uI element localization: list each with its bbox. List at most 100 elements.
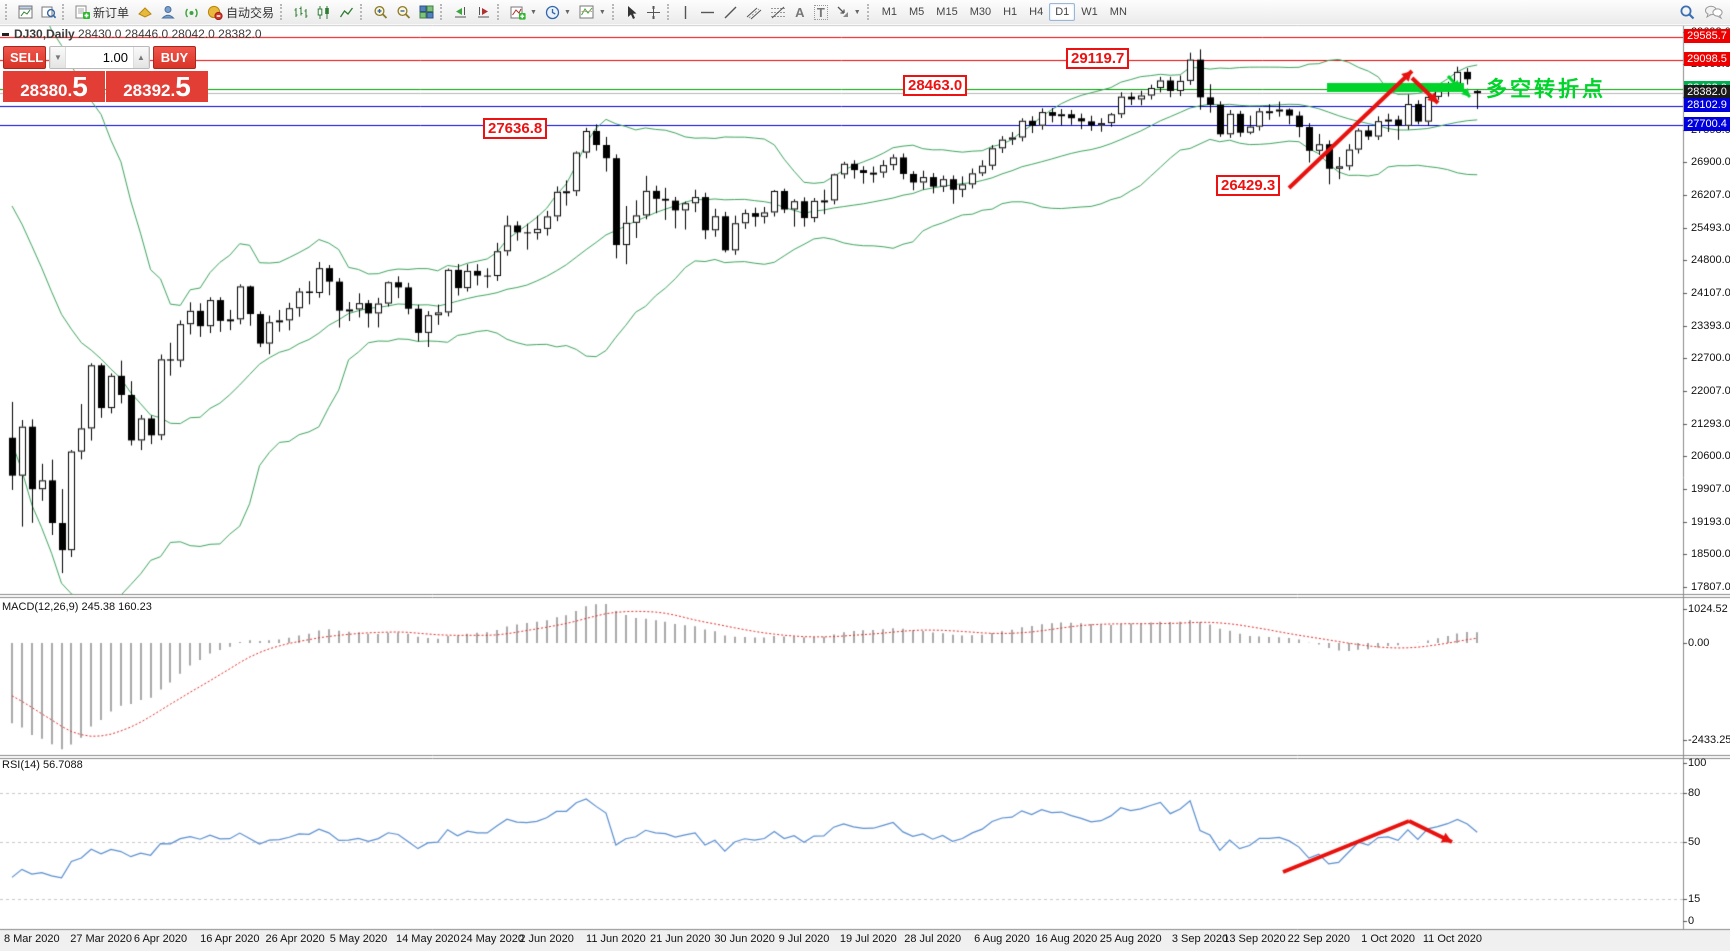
date-axis-label: 25 Aug 2020 — [1099, 933, 1162, 945]
new-chart-button[interactable] — [14, 2, 37, 22]
timeframe-d1-button[interactable]: D1 — [1049, 3, 1076, 21]
macd-indicator-label: MACD(12,26,9) 245.38 160.23 — [2, 601, 152, 613]
tile-windows-icon — [419, 5, 434, 19]
date-axis-label: 19 Jul 2020 — [839, 933, 897, 945]
timeframe-w1-button[interactable]: W1 — [1075, 3, 1104, 21]
price-scale-label: 19193.0 — [1691, 516, 1730, 529]
price-scale-label: 22007.0 — [1691, 384, 1730, 397]
date-axis-label: 16 Aug 2020 — [1035, 933, 1098, 945]
date-axis-label: 16 Apr 2020 — [200, 933, 260, 945]
chart-ohlc-values: 28430.0 28446.0 28042.0 28382.0 — [78, 27, 262, 41]
turning-point-annotation[interactable]: 多空转折点 — [1486, 78, 1606, 101]
date-axis-label: 14 May 2020 — [395, 933, 460, 945]
price-scale-label: 18500.0 — [1691, 548, 1730, 561]
price-tag: 28102.9 — [1684, 98, 1730, 113]
rsi-scale-label: 50 — [1688, 836, 1701, 848]
new-chart-icon — [18, 5, 33, 19]
price-scale-label: 23393.0 — [1691, 320, 1730, 333]
chart-symbol-period: DJ30,Daily — [14, 27, 75, 41]
horizontal-line-icon — [700, 11, 714, 13]
chat-icon — [1705, 5, 1723, 20]
buy-price-display[interactable]: 28392. 5 — [106, 71, 208, 102]
shapes-tool-button[interactable]: ▼ — [832, 2, 865, 22]
date-axis-label: 27 Mar 2020 — [70, 933, 132, 945]
bar-chart-button[interactable] — [289, 2, 312, 22]
periods-button[interactable]: ▼ — [541, 2, 575, 22]
annotation-pivot-price[interactable]: 28463.0 — [903, 75, 968, 96]
market-button[interactable] — [133, 2, 157, 22]
date-axis-label: 22 Sep 2020 — [1287, 933, 1350, 945]
annotation-peak-price[interactable]: 29119.7 — [1066, 48, 1130, 69]
price-scale-label: 24107.0 — [1691, 286, 1730, 299]
auto-trading-button[interactable]: 自动交易 — [203, 2, 278, 22]
date-axis-label: 5 May 2020 — [329, 933, 388, 945]
timeframe-h4-button[interactable]: H4 — [1023, 3, 1049, 21]
date-axis-label: 9 Jul 2020 — [778, 933, 830, 945]
candlestick-chart-button[interactable] — [312, 2, 335, 22]
toolbar-grip — [666, 4, 672, 20]
annotation-support-price[interactable]: 27636.8 — [483, 118, 548, 139]
chart-plot-area[interactable] — [0, 24, 1730, 951]
label-tool-icon: T — [813, 4, 828, 20]
timeframe-m15-button[interactable]: M15 — [930, 3, 963, 21]
zoom-out-button[interactable] — [392, 2, 415, 22]
volume-increase-button[interactable]: ▲ — [133, 47, 149, 68]
timeframe-mn-button[interactable]: MN — [1104, 3, 1133, 21]
trendline-tool-button[interactable] — [719, 2, 742, 22]
buy-button[interactable]: BUY — [153, 46, 196, 69]
main-toolbar: 新订单 自动交易 ▼ ▼ ▼ A T ▼ M1 M5 M15 M30 H1 H4 D1 W1 M… — [0, 0, 1730, 25]
new-order-icon — [75, 5, 90, 19]
one-click-trading-panel: SELL ▼ ▲ BUY 28380.5 28392.5 — [3, 46, 208, 102]
dropdown-arrow-icon: ▼ — [853, 8, 861, 16]
templates-button[interactable]: ▼ — [575, 2, 610, 22]
chart-preview-button[interactable] — [37, 2, 60, 22]
label-tool-button[interactable]: T — [810, 2, 832, 22]
toolbar-grip — [5, 4, 10, 20]
date-axis-label: 26 Apr 2020 — [265, 933, 325, 945]
timeframe-m5-button[interactable]: M5 — [903, 3, 930, 21]
chat-button[interactable] — [1700, 2, 1727, 22]
tile-windows-button[interactable] — [415, 2, 438, 22]
auto-scroll-button[interactable] — [449, 2, 472, 22]
chart-symbol-marker — [2, 33, 9, 36]
timeframe-m1-button[interactable]: M1 — [876, 3, 903, 21]
timeframe-h1-button[interactable]: H1 — [997, 3, 1023, 21]
zoom-in-button[interactable] — [369, 2, 392, 22]
new-order-label: 新订单 — [93, 5, 130, 20]
new-order-button[interactable]: 新订单 — [71, 2, 133, 22]
price-scale-label: 26900.0 — [1691, 156, 1730, 169]
search-button[interactable] — [1675, 2, 1700, 22]
toolbar-grip — [360, 4, 365, 20]
fibonacci-tool-button[interactable] — [766, 2, 790, 22]
indicators-button[interactable]: ▼ — [506, 2, 541, 22]
horizontal-line-tool-button[interactable] — [696, 2, 719, 22]
toolbar-grip — [611, 4, 617, 20]
price-tag: 29585.7 — [1684, 29, 1730, 43]
volume-decrease-button[interactable]: ▼ — [50, 47, 66, 68]
date-axis-label: 11 Oct 2020 — [1422, 933, 1482, 945]
candlestick-chart-icon — [317, 5, 329, 19]
price-scale-label: 22700.0 — [1691, 352, 1730, 365]
crosshair-tool-button[interactable] — [642, 2, 665, 22]
signals-button[interactable] — [180, 2, 203, 22]
volume-input[interactable] — [66, 47, 133, 68]
text-tool-button[interactable]: A — [790, 2, 810, 22]
chart-shift-button[interactable] — [472, 2, 495, 22]
zoom-in-icon — [374, 5, 388, 19]
signals-icon — [185, 8, 198, 18]
sell-price-display[interactable]: 28380. 5 — [3, 71, 105, 102]
annotation-low-price[interactable]: 26429.3 — [1216, 175, 1281, 196]
dropdown-arrow-icon: ▼ — [598, 8, 606, 16]
timeframe-m30-button[interactable]: M30 — [964, 3, 997, 21]
date-axis-label: 30 Jun 2020 — [714, 933, 775, 945]
community-button[interactable] — [157, 2, 180, 22]
market-icon — [138, 7, 152, 18]
cursor-tool-button[interactable] — [621, 2, 642, 22]
channel-tool-button[interactable] — [742, 2, 766, 22]
sell-button[interactable]: SELL — [3, 46, 46, 69]
vertical-line-tool-button[interactable] — [676, 2, 696, 22]
line-chart-button[interactable] — [335, 2, 358, 22]
price-tag: 29098.5 — [1684, 51, 1730, 66]
fibonacci-icon — [770, 6, 785, 18]
price-scale-label: 26207.0 — [1691, 188, 1730, 201]
